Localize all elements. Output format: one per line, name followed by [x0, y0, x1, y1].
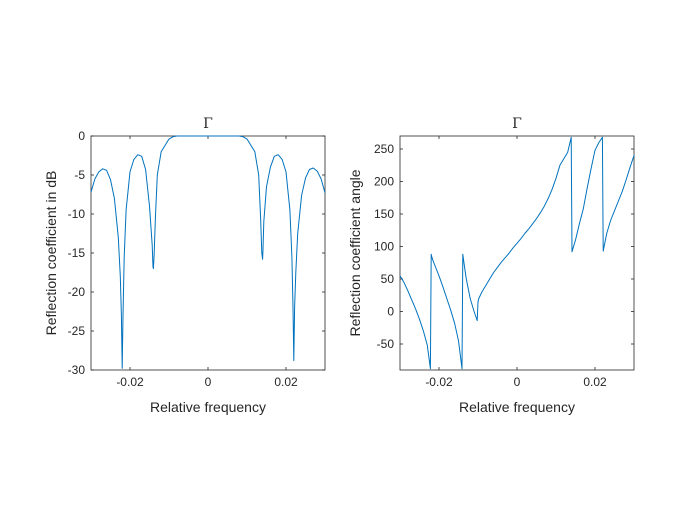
left-x-axis-label: Relative frequency [150, 399, 266, 415]
y-tick-label: 150 [374, 207, 394, 221]
x-tick-label: -0.02 [116, 375, 144, 389]
right-axes-angle: Γ Relative frequency Reflection coeffici… [347, 116, 635, 415]
left-axes-box [90, 135, 326, 371]
right-chart-title: Γ [512, 116, 522, 132]
series-line-gamma-db [90, 135, 326, 369]
y-tick-label: -10 [68, 207, 86, 221]
y-tick-label: 100 [374, 240, 394, 254]
x-tick-label: -0.02 [425, 375, 453, 389]
right-y-axis-label: Reflection coefficient angle [347, 169, 363, 336]
y-tick-label: 200 [374, 175, 394, 189]
x-tick-label: 0.02 [583, 375, 607, 389]
right-axes-box [399, 135, 635, 371]
y-tick-label: 250 [374, 142, 394, 156]
y-tick-label: -25 [68, 324, 86, 338]
left-axes-dB: Γ Relative frequency Reflection coeffici… [43, 116, 326, 415]
series-line-gamma-angle [399, 136, 635, 370]
y-tick-label: -5 [74, 168, 85, 182]
right-axis-ticks: -0.02 0 0.02 250 200 150 100 50 0 -50 [374, 136, 634, 389]
left-y-axis-label: Reflection coefficient in dB [43, 171, 59, 336]
y-tick-label: 50 [381, 272, 395, 286]
y-tick-label: -15 [68, 246, 86, 260]
left-chart-title: Γ [203, 116, 213, 132]
x-tick-label: 0 [514, 375, 521, 389]
x-tick-label: 0 [205, 375, 212, 389]
left-axis-ticks: -0.02 0 0.02 0 -5 -10 -15 -20 -25 -30 [68, 129, 325, 389]
right-x-axis-label: Relative frequency [459, 399, 575, 415]
y-tick-label: -20 [68, 285, 86, 299]
right-series-group [399, 136, 635, 370]
y-tick-label: -50 [377, 337, 395, 351]
left-series-group [90, 135, 326, 369]
x-tick-label: 0.02 [274, 375, 298, 389]
y-tick-label: 0 [387, 305, 394, 319]
y-tick-label: 0 [78, 129, 85, 143]
y-tick-label: -30 [68, 363, 86, 377]
